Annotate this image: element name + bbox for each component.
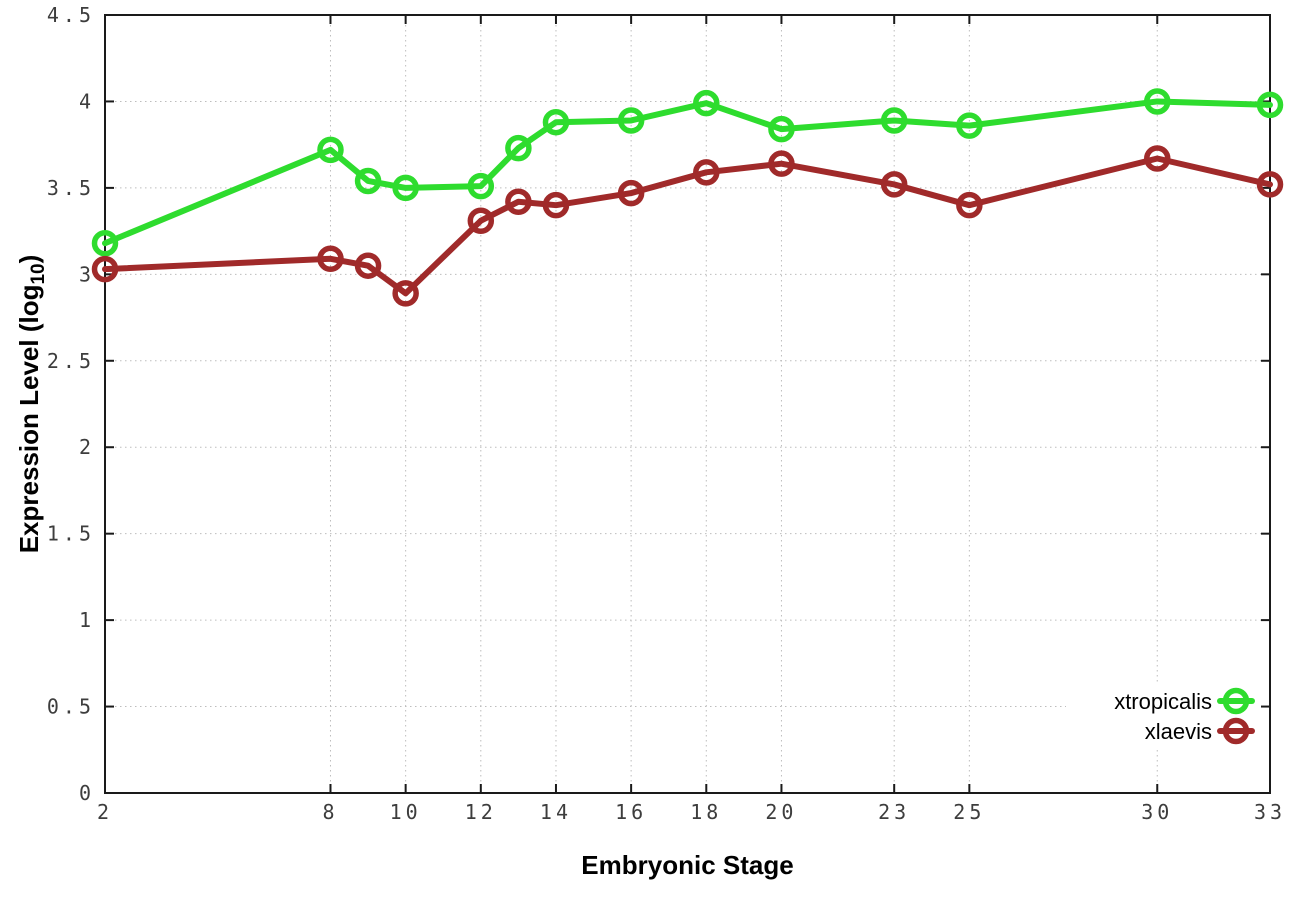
series-xtropicalis-marker: [91, 229, 119, 257]
plot-border: [104, 14, 1271, 794]
series-xlaevis-marker: [91, 255, 119, 283]
legend-item-xtropicalis: xtropicalis: [1114, 687, 1255, 715]
series-xtropicalis-marker: [392, 174, 419, 202]
series-xlaevis-marker: [956, 191, 983, 219]
y-tick-label: 3.5: [47, 176, 95, 200]
y-tick-label: 4.5: [47, 3, 95, 27]
series-xtropicalis-marker: [1256, 91, 1284, 119]
y-tick-label: 1: [79, 608, 95, 632]
legend-label: xlaevis: [1145, 719, 1212, 744]
axes: [104, 14, 1271, 794]
series-xlaevis-marker: [617, 179, 645, 207]
series-xlaevis-marker: [880, 171, 908, 198]
x-tick-label: 12: [465, 800, 497, 824]
series-xtropicalis-marker: [768, 115, 795, 143]
series-xlaevis-marker: [392, 280, 419, 307]
y-tick-labels: 0 0.5 1 1.5 2 2.5 3 3.5 4 4.5: [47, 3, 95, 805]
y-tick-label: 2.5: [47, 349, 95, 373]
series-xtropicalis-marker: [317, 136, 344, 164]
x-axis-label: Embryonic Stage: [581, 850, 793, 880]
legend-label: xtropicalis: [1114, 689, 1212, 714]
series-xtropicalis-marker: [956, 112, 983, 139]
series-xlaevis-marker: [1144, 145, 1171, 172]
series-xtropicalis-marker: [467, 172, 495, 200]
legend-marker-sample: [1222, 717, 1250, 745]
x-tick-label: 20: [765, 800, 797, 824]
series-xtropicalis-marker: [505, 134, 532, 162]
x-tick-label: 23: [878, 800, 910, 824]
x-tick-label: 16: [615, 800, 647, 824]
series-xlaevis-marker: [467, 207, 495, 234]
x-tick-label: 25: [953, 800, 985, 824]
y-tick-label: 0.5: [47, 695, 95, 719]
series-xtropicalis-marker: [354, 167, 382, 195]
series-xlaevis-marker: [354, 252, 382, 279]
series-xlaevis-marker: [1256, 171, 1284, 198]
series-xtropicalis-marker: [693, 89, 720, 117]
x-tick-label: 33: [1254, 800, 1286, 824]
x-tick-label: 8: [322, 800, 338, 824]
x-tick-label: 18: [690, 800, 722, 824]
series-xlaevis-marker: [317, 245, 344, 273]
series-xlaevis-marker: [693, 159, 720, 186]
series-xtropicalis-marker: [880, 107, 908, 134]
series-xlaevis-marker: [542, 191, 570, 219]
y-tick-label: 3: [79, 262, 95, 286]
series-xlaevis: [91, 145, 1284, 307]
series-xtropicalis-marker: [617, 107, 645, 134]
y-tick-label: 2: [79, 435, 95, 459]
series-xlaevis-marker: [505, 188, 532, 215]
series-xlaevis-marker: [768, 150, 795, 177]
legend-marker-sample: [1222, 687, 1250, 715]
x-tick-label: 2: [97, 800, 113, 824]
series-xtropicalis-marker: [542, 108, 570, 136]
series-xtropicalis-marker: [1144, 88, 1171, 115]
legend-item-xlaevis: xlaevis: [1145, 717, 1255, 745]
x-tick-labels: 2 8 10 12 14 16 18 20 23 25 30 33: [97, 800, 1286, 824]
legend: xtropicalis xlaevis: [1114, 687, 1255, 745]
x-tick-label: 14: [540, 800, 572, 824]
x-tick-label: 10: [390, 800, 422, 824]
y-tick-label: 0: [79, 781, 95, 805]
y-tick-label: 1.5: [47, 522, 95, 546]
y-axis-label: Expression Level (log10): [14, 255, 49, 554]
series-xtropicalis: [91, 88, 1284, 257]
x-tick-label: 30: [1141, 800, 1173, 824]
y-tick-label: 4: [79, 89, 95, 113]
